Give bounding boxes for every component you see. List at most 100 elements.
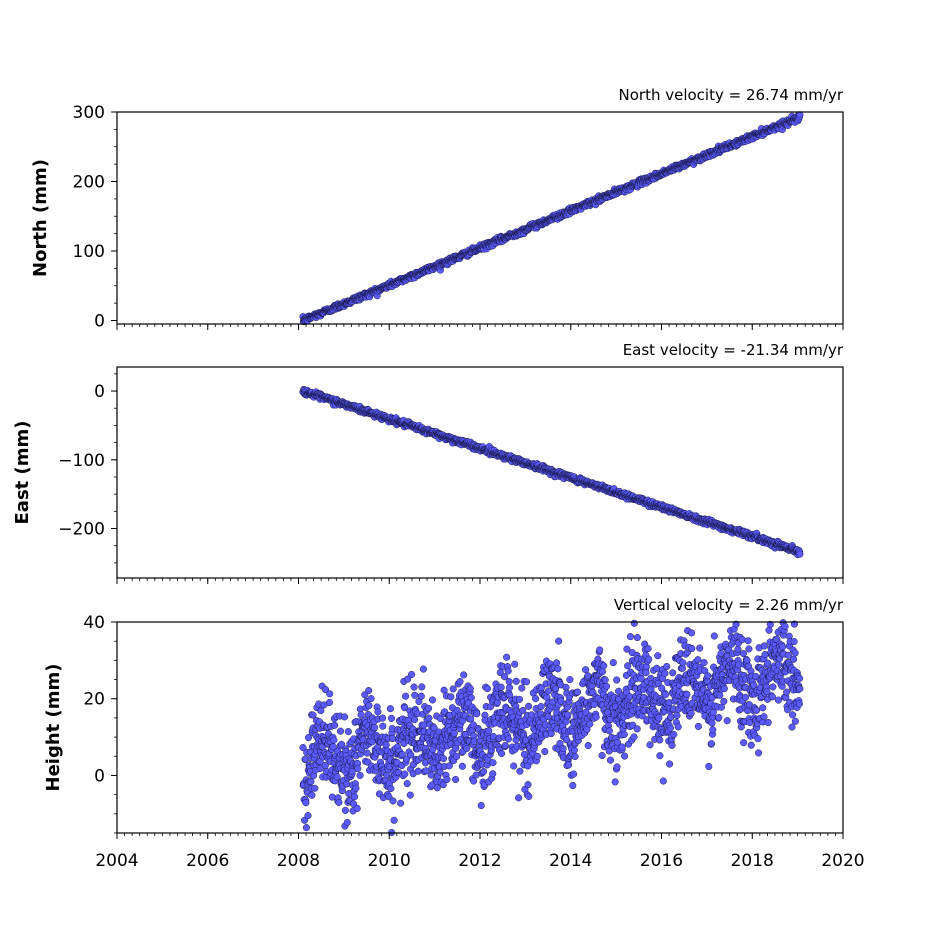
data-point: [586, 720, 594, 728]
data-point: [626, 633, 634, 641]
data-point: [630, 733, 638, 741]
data-point: [621, 752, 629, 760]
data-point: [450, 729, 458, 737]
data-point: [740, 739, 748, 747]
data-point: [795, 700, 803, 708]
data-point: [743, 656, 751, 664]
data-point: [613, 763, 621, 771]
data-point: [705, 762, 713, 771]
x-tick-label: 2008: [277, 851, 320, 871]
x-tick-label: 2004: [95, 851, 138, 871]
data-point: [789, 711, 797, 719]
data-point: [389, 797, 397, 805]
velocity-annotation: East velocity = -21.34 mm/yr: [623, 341, 844, 359]
data-point: [336, 727, 345, 735]
data-point: [654, 652, 662, 660]
data-point: [666, 760, 674, 768]
x-tick-label: 2006: [186, 851, 229, 871]
data-point: [601, 676, 609, 684]
data-point: [673, 711, 681, 720]
data-point: [669, 669, 677, 677]
data-point: [796, 685, 804, 693]
data-point: [598, 751, 606, 760]
data-point: [467, 694, 475, 702]
data-point: [630, 619, 638, 627]
y-axis-label: East (mm): [12, 421, 33, 525]
data-point: [308, 791, 316, 799]
data-point: [418, 683, 426, 691]
data-point: [754, 735, 762, 743]
data-point: [425, 714, 433, 722]
data-point: [311, 784, 319, 792]
data-point: [633, 633, 641, 642]
data-point: [352, 784, 360, 792]
data-point: [511, 660, 519, 668]
data-point: [388, 734, 397, 743]
data-point: [497, 683, 505, 691]
data-point: [666, 724, 674, 732]
data-point: [470, 777, 478, 785]
velocity-annotation: Vertical velocity = 2.26 mm/yr: [614, 596, 844, 614]
data-point: [433, 784, 441, 792]
data-point: [408, 670, 416, 679]
data-point: [759, 704, 767, 712]
x-tick-label: 2010: [368, 851, 411, 871]
data-point: [668, 741, 676, 749]
data-point: [688, 629, 696, 637]
data-point: [790, 638, 798, 646]
data-point: [760, 713, 768, 721]
data-point: [708, 719, 716, 727]
data-point: [328, 793, 336, 801]
data-point: [504, 735, 512, 743]
data-point: [659, 777, 667, 785]
data-point: [343, 818, 351, 827]
data-point: [553, 659, 561, 667]
data-point: [720, 697, 728, 705]
data-point: [512, 677, 520, 685]
data-point: [796, 674, 804, 682]
data-point: [341, 713, 349, 721]
data-point: [458, 762, 466, 770]
data-point: [402, 692, 410, 700]
data-point: [775, 661, 783, 669]
data-point: [515, 794, 523, 802]
data-point: [609, 659, 617, 667]
data-point: [411, 691, 419, 699]
data-point: [656, 752, 664, 760]
data-point: [600, 662, 608, 670]
data-point: [709, 708, 717, 716]
data-point: [570, 746, 578, 754]
data-point: [403, 780, 411, 788]
data-point: [335, 798, 343, 806]
data-point: [565, 761, 573, 769]
data-point: [503, 653, 511, 661]
data-point: [707, 740, 716, 748]
y-tick-label: 0: [94, 312, 105, 332]
data-point: [566, 676, 574, 684]
velocity-annotation: North velocity = 26.74 mm/yr: [619, 86, 844, 104]
data-point: [739, 649, 747, 658]
data-point: [620, 730, 628, 739]
data-point: [522, 678, 531, 686]
y-tick-label: −100: [58, 451, 105, 471]
data-point: [569, 781, 577, 790]
data-point: [791, 649, 799, 657]
y-tick-label: 200: [73, 173, 105, 193]
data-point: [331, 721, 339, 729]
data-point: [656, 736, 664, 744]
data-point: [397, 799, 405, 807]
data-point: [386, 705, 394, 713]
data-point: [460, 671, 468, 679]
data-point: [326, 690, 334, 698]
series-points: [299, 619, 804, 837]
data-point: [642, 669, 650, 677]
data-point: [532, 695, 540, 703]
data-point: [304, 812, 312, 820]
data-point: [401, 770, 409, 778]
data-point: [696, 644, 704, 652]
series-points: [299, 111, 804, 326]
data-point: [525, 792, 533, 800]
data-point: [710, 632, 718, 640]
